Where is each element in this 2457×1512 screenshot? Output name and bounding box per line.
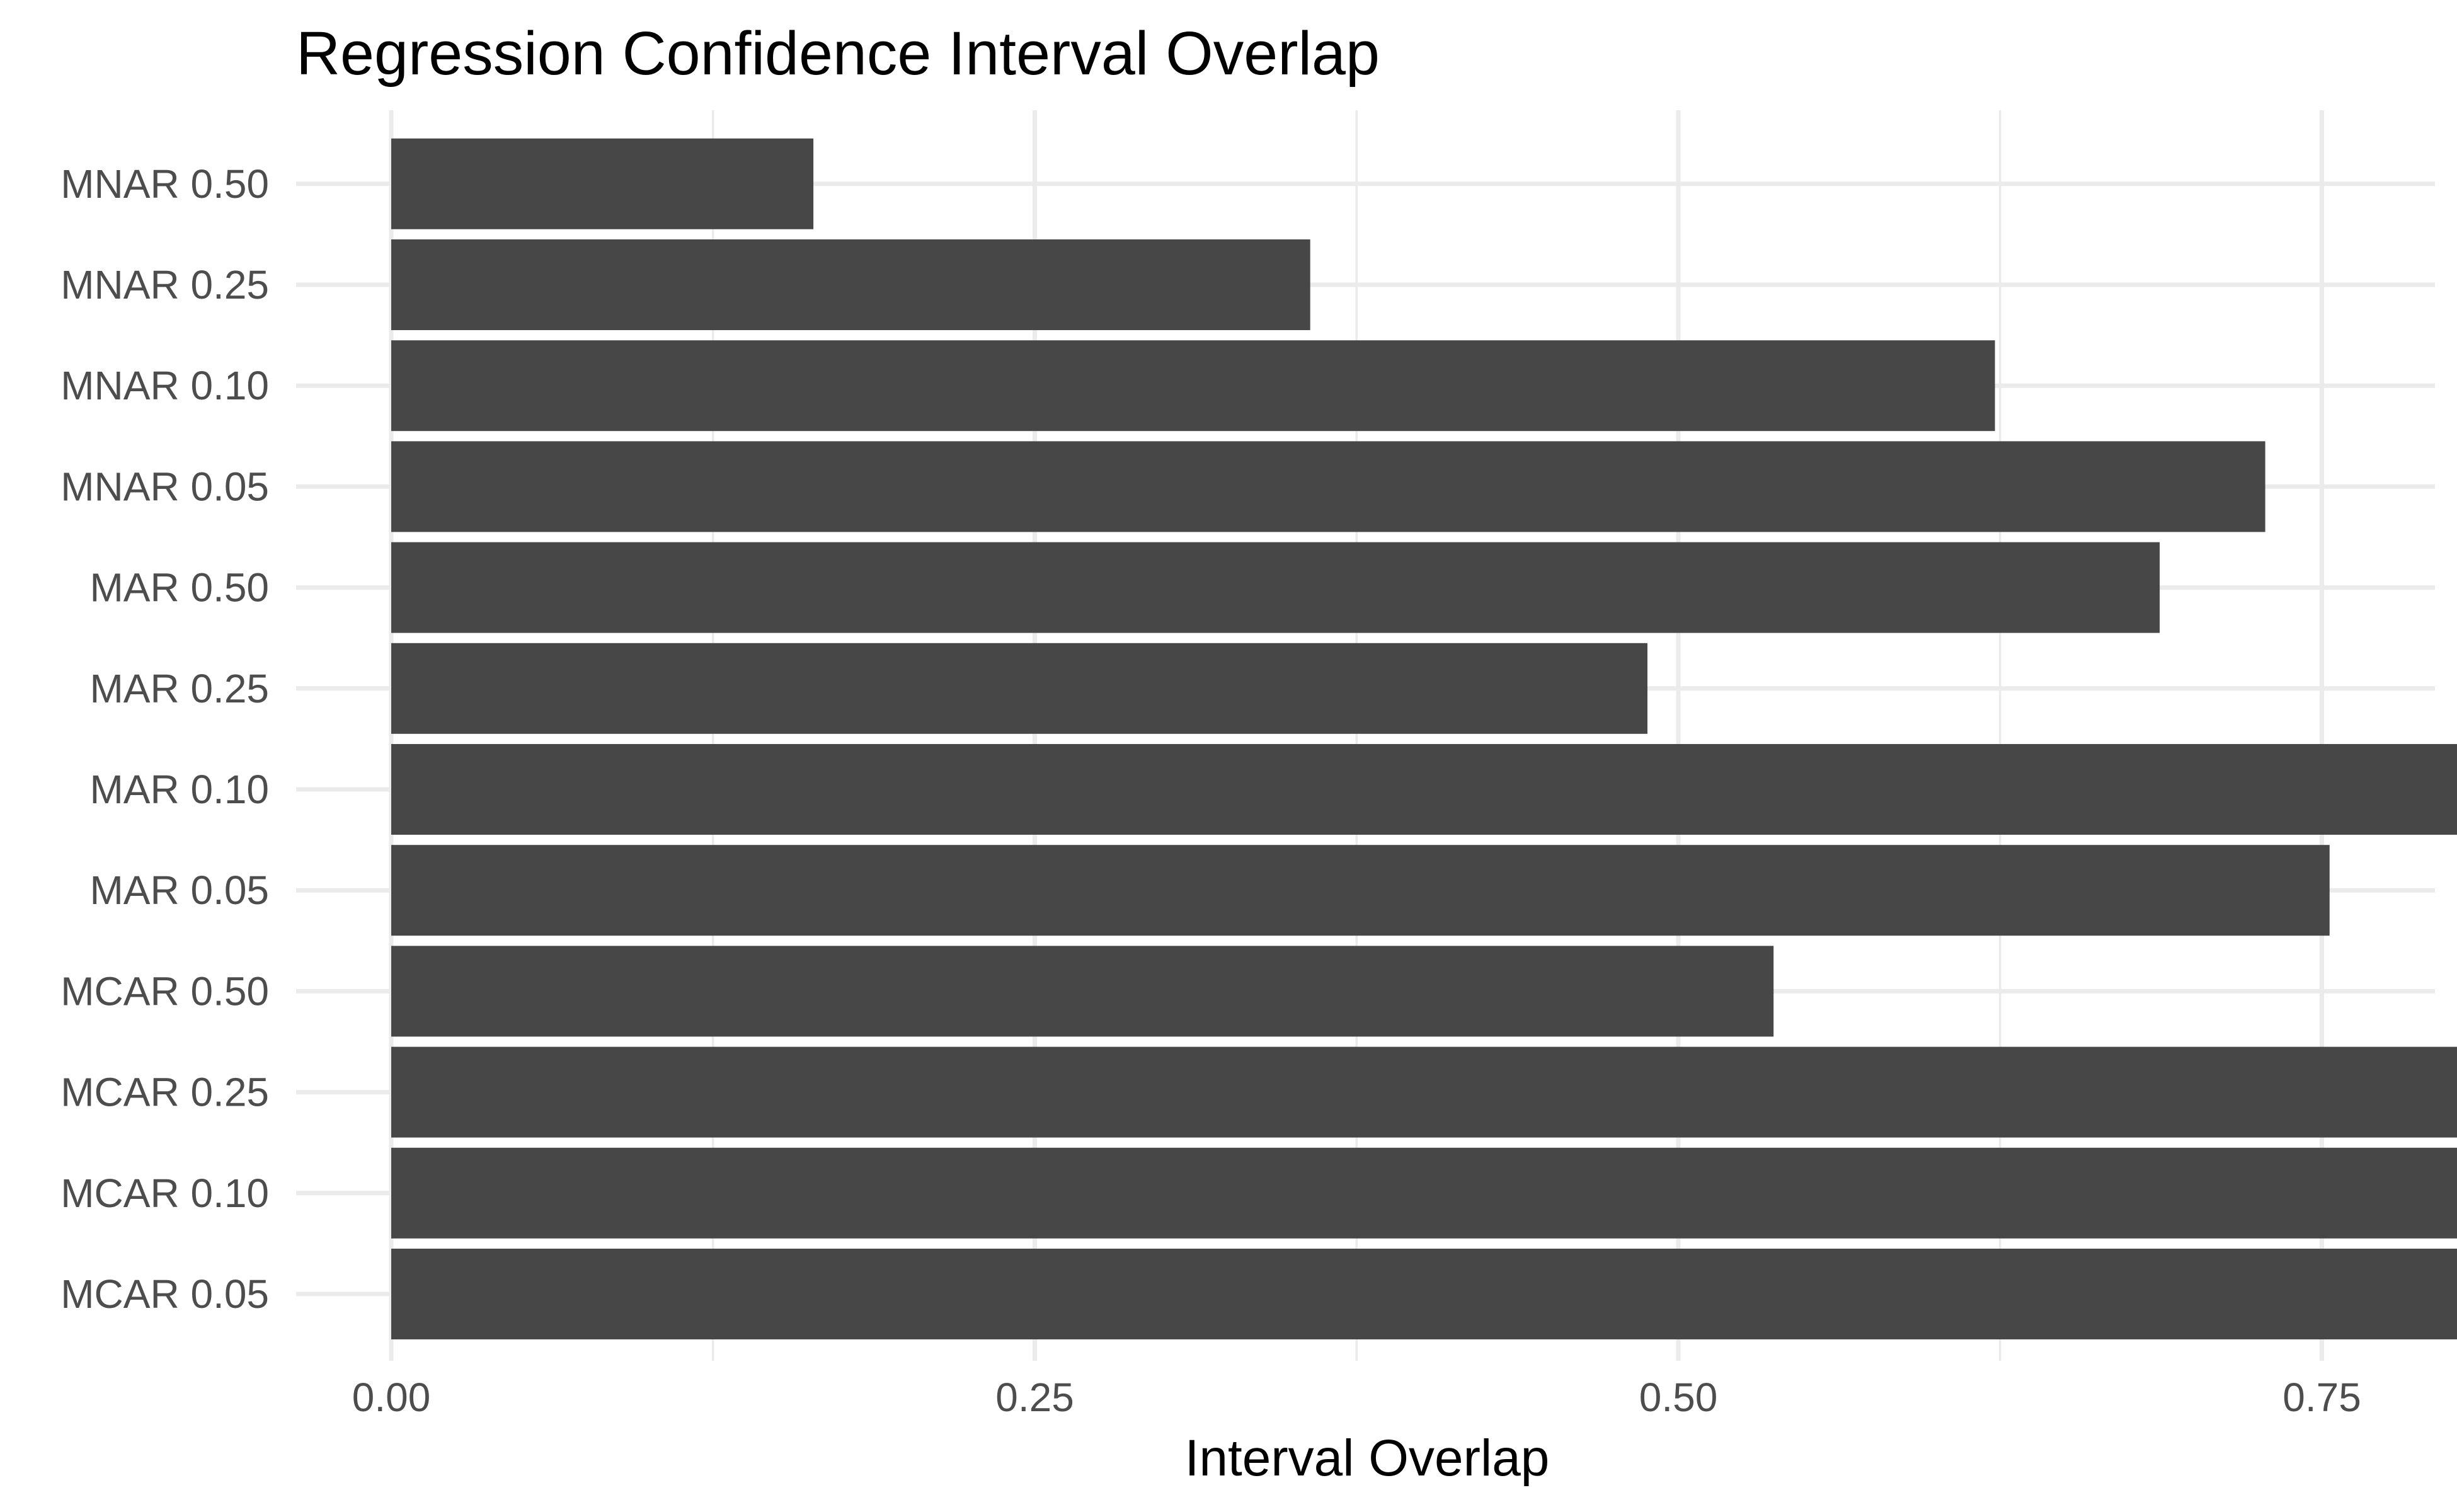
bar bbox=[391, 340, 1995, 432]
chart-title: Regression Confidence Interval Overlap bbox=[296, 19, 1380, 88]
bar bbox=[391, 845, 2330, 936]
y-tick-label: MNAR 0.25 bbox=[60, 262, 269, 307]
y-tick-label: MAR 0.10 bbox=[89, 767, 269, 812]
y-tick-label: MAR 0.50 bbox=[89, 565, 269, 610]
y-tick-label: MCAR 0.05 bbox=[60, 1271, 269, 1317]
bar bbox=[391, 744, 2457, 835]
y-tick-label: MNAR 0.05 bbox=[60, 464, 269, 509]
y-tick-label: MNAR 0.10 bbox=[60, 363, 269, 408]
x-axis-title: Interval Overlap bbox=[1185, 1429, 1550, 1487]
bars bbox=[391, 138, 2457, 1339]
y-tick-label: MAR 0.05 bbox=[89, 868, 269, 913]
bar bbox=[391, 239, 1310, 330]
y-tick-label: MAR 0.25 bbox=[89, 666, 269, 711]
x-axis-ticks: 0.00 0.25 0.50 0.75 bbox=[352, 1375, 2361, 1420]
bar bbox=[391, 542, 2160, 633]
x-tick-label: 0.00 bbox=[352, 1375, 431, 1420]
bar bbox=[391, 1249, 2457, 1339]
y-tick-label: MNAR 0.50 bbox=[60, 161, 269, 207]
x-tick-label: 0.75 bbox=[2282, 1375, 2361, 1420]
x-tick-label: 0.25 bbox=[995, 1375, 1074, 1420]
bar bbox=[391, 946, 1774, 1037]
y-axis-ticks: MCAR 0.05 MCAR 0.10 MCAR 0.25 MCAR 0.50 MAR … bbox=[60, 161, 269, 1317]
bar bbox=[391, 138, 814, 229]
x-tick-label: 0.50 bbox=[1639, 1375, 1718, 1420]
bar bbox=[391, 1046, 2457, 1138]
bar bbox=[391, 441, 2265, 532]
bar bbox=[391, 1147, 2457, 1239]
y-tick-label: MCAR 0.10 bbox=[60, 1171, 269, 1216]
y-tick-label: MCAR 0.25 bbox=[60, 1070, 269, 1115]
y-tick-label: MCAR 0.50 bbox=[60, 968, 269, 1014]
bar bbox=[391, 643, 1647, 734]
